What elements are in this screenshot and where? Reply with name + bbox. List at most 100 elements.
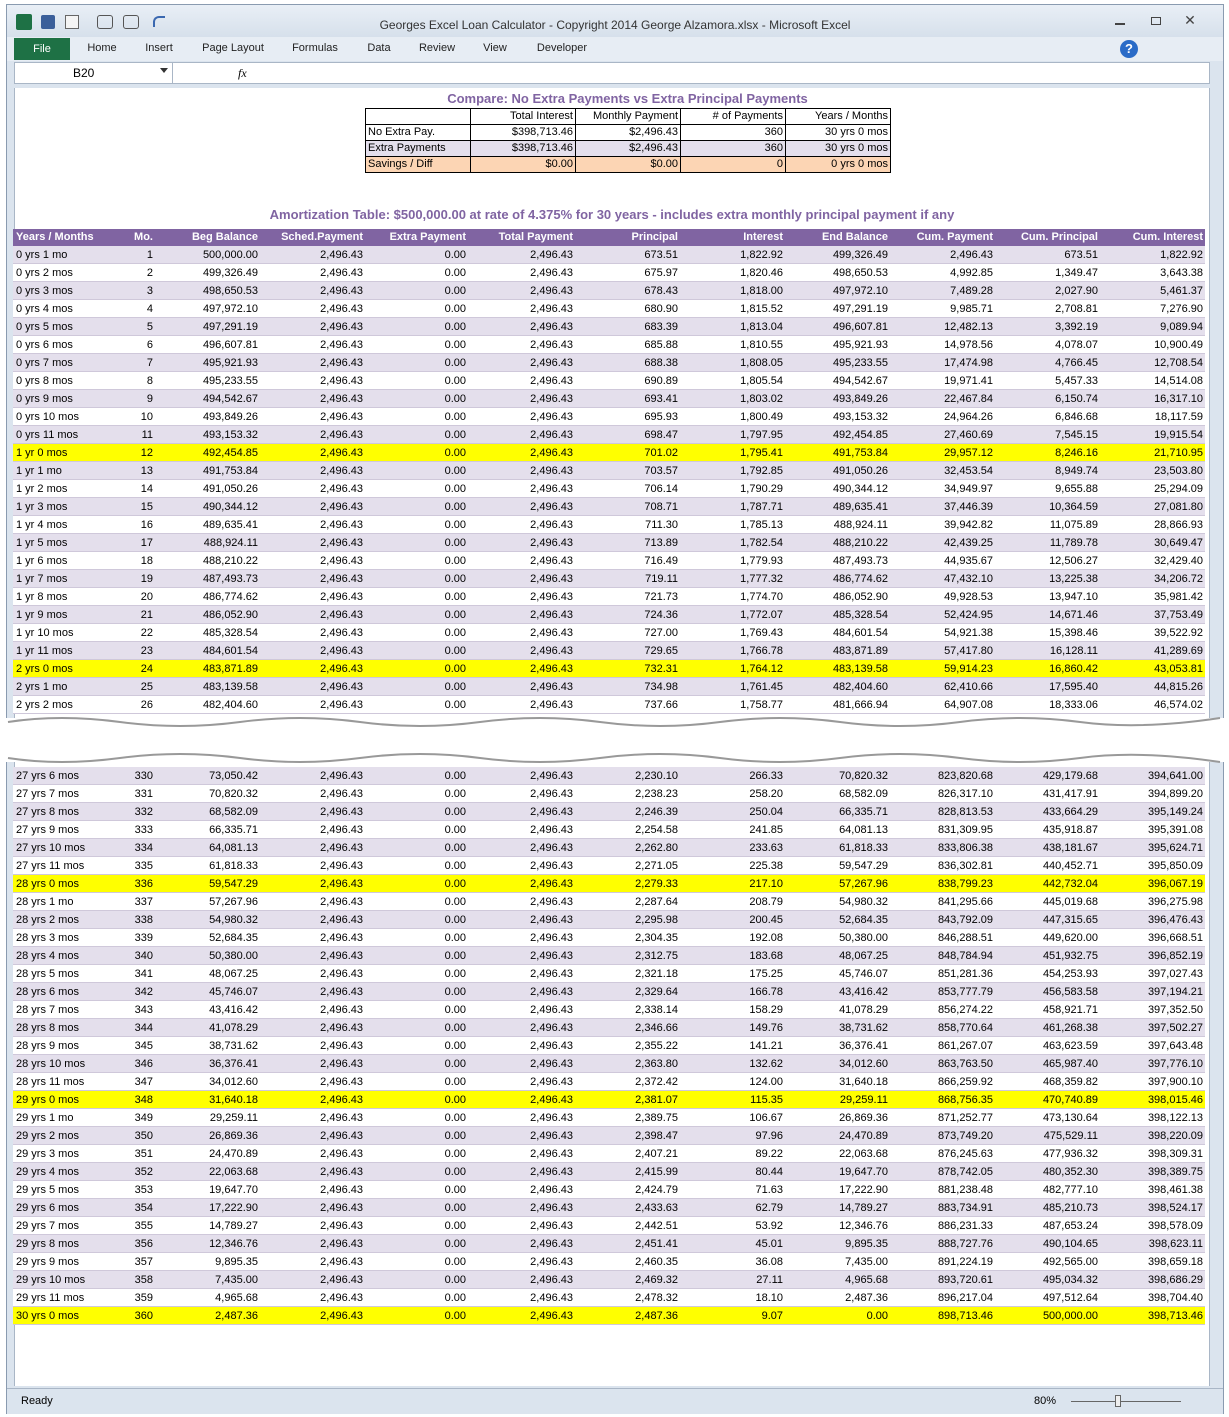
table-cell: 19,915.54 <box>1154 429 1203 441</box>
ribbon-tab[interactable]: Page Layout <box>202 42 264 54</box>
table-cell: 497,291.19 <box>832 303 888 315</box>
table-cell: 16,128.11 <box>1049 645 1098 657</box>
table-cell: 0.00 <box>444 591 466 603</box>
table-cell: 2,496.43 <box>320 465 363 477</box>
ribbon-tab[interactable]: Developer <box>536 42 588 54</box>
table-cell: 0 yrs 5 mos <box>16 321 73 333</box>
close-button[interactable]: ✕ <box>1184 12 1196 28</box>
table-cell: 2,496.43 <box>530 1058 573 1070</box>
table-cell: 62.79 <box>755 1202 783 1214</box>
table-cell: 2,496.43 <box>530 645 573 657</box>
function-icon[interactable]: fx <box>238 66 247 80</box>
file-tab[interactable]: File <box>14 38 70 60</box>
table-cell: 30,649.47 <box>1154 537 1203 549</box>
print-icon[interactable] <box>65 15 79 29</box>
table-cell: 0.00 <box>444 986 466 998</box>
table-cell: 43,053.81 <box>1154 663 1203 675</box>
table-row <box>13 821 1205 839</box>
table-cell: 2,496.43 <box>530 878 573 890</box>
table-cell: 833,806.38 <box>937 842 993 854</box>
table-cell: 2,304.35 <box>635 932 678 944</box>
zoom-thumb[interactable] <box>1115 1395 1121 1407</box>
table-cell: 0.00 <box>444 663 466 675</box>
table-cell: 24,470.89 <box>839 1130 888 1142</box>
table-cell: 713.89 <box>644 537 678 549</box>
table-cell: 488,924.11 <box>833 519 888 531</box>
table-cell: 11 <box>141 429 153 441</box>
table-cell: 1,787.71 <box>740 501 783 513</box>
table-cell: 2,496.43 <box>530 1112 573 1124</box>
table-row <box>13 318 1205 336</box>
table-cell: 0.00 <box>444 339 466 351</box>
table-row <box>13 839 1205 857</box>
table-cell: 2,496.43 <box>320 1130 363 1142</box>
table-cell: 1,815.52 <box>740 303 783 315</box>
minimize-button[interactable] <box>1115 23 1125 25</box>
table-row <box>13 444 1205 462</box>
table-cell: 2,496.43 <box>320 303 363 315</box>
table-cell: 395,149.24 <box>1147 806 1203 818</box>
ribbon-tab[interactable]: Insert <box>145 42 173 54</box>
find-icon[interactable] <box>97 15 113 29</box>
replace-icon[interactable] <box>123 15 139 29</box>
table-cell: 32,453.54 <box>944 465 993 477</box>
zoom-level: 80% <box>1034 1395 1057 1407</box>
table-cell: 695.93 <box>644 411 678 423</box>
table-cell: 41,289.69 <box>1154 645 1203 657</box>
table-cell: 29,957.12 <box>944 447 993 459</box>
table-cell: 2,496.43 <box>320 1238 363 1250</box>
table-cell: 2,496.43 <box>320 357 363 369</box>
table-cell: 0.00 <box>444 519 466 531</box>
table-cell: 2,496.43 <box>530 1166 573 1178</box>
zoom-slider[interactable] <box>1071 1401 1181 1402</box>
table-cell: 39,522.92 <box>1154 627 1203 639</box>
table-cell: 1,766.78 <box>740 645 783 657</box>
table-row <box>13 282 1205 300</box>
compare-corner <box>365 108 471 125</box>
ribbon-tab[interactable]: Review <box>418 42 456 54</box>
table-cell: 397,776.10 <box>1147 1058 1203 1070</box>
table-cell: 0.00 <box>444 357 466 369</box>
help-button[interactable]: ? <box>1120 40 1138 58</box>
table-cell: 2,496.43 <box>530 1220 573 1232</box>
table-cell: 727.00 <box>644 627 678 639</box>
name-box-dropdown[interactable] <box>160 68 168 73</box>
table-cell: 11,075.89 <box>1049 519 1098 531</box>
table-cell: 2,496.43 <box>530 501 573 513</box>
name-box[interactable]: B20 <box>15 63 173 83</box>
table-cell: 45,746.07 <box>839 968 888 980</box>
table-cell: 44,815.26 <box>1154 681 1203 693</box>
table-cell: 398,686.29 <box>1147 1274 1203 1286</box>
table-cell: 2,254.58 <box>635 824 678 836</box>
table-cell: 19 <box>140 573 153 585</box>
table-cell: 490,344.12 <box>202 501 258 513</box>
table-cell: 483,871.89 <box>202 663 258 675</box>
restore-button[interactable] <box>1151 17 1161 25</box>
undo-icon[interactable] <box>153 16 165 27</box>
table-cell: 149.76 <box>749 1022 783 1034</box>
status-bar: Ready 80% <box>7 1388 1223 1414</box>
table-cell: 896,217.04 <box>937 1292 993 1304</box>
ribbon-tab[interactable]: Home <box>87 42 117 54</box>
table-cell: 14,789.27 <box>209 1220 258 1232</box>
table-cell: 396,275.98 <box>1147 896 1203 908</box>
table-cell: 18,117.59 <box>1154 411 1203 423</box>
table-cell: 1,820.46 <box>740 267 783 279</box>
table-cell: 28 yrs 7 mos <box>16 1004 79 1016</box>
table-row <box>13 246 1205 264</box>
table-cell: 2,496.43 <box>530 573 573 585</box>
table-cell: 29,259.11 <box>839 1094 888 1106</box>
ribbon-tab[interactable]: View <box>483 42 507 54</box>
table-cell: 2,496.43 <box>530 465 573 477</box>
save-icon[interactable] <box>41 15 55 29</box>
table-row <box>13 1271 1205 1289</box>
table-cell: 398,713.46 <box>1147 1310 1203 1322</box>
ribbon-tab[interactable]: Formulas <box>292 42 338 54</box>
table-cell: 66,335.71 <box>209 824 258 836</box>
table-cell: 1,810.55 <box>740 339 783 351</box>
table-cell: 356 <box>134 1238 153 1250</box>
table-cell: 28 yrs 0 mos <box>16 878 79 890</box>
ribbon-tab[interactable]: Data <box>367 42 391 54</box>
table-cell: 25,294.09 <box>1154 483 1203 495</box>
table-cell: 2,496.43 <box>530 1202 573 1214</box>
